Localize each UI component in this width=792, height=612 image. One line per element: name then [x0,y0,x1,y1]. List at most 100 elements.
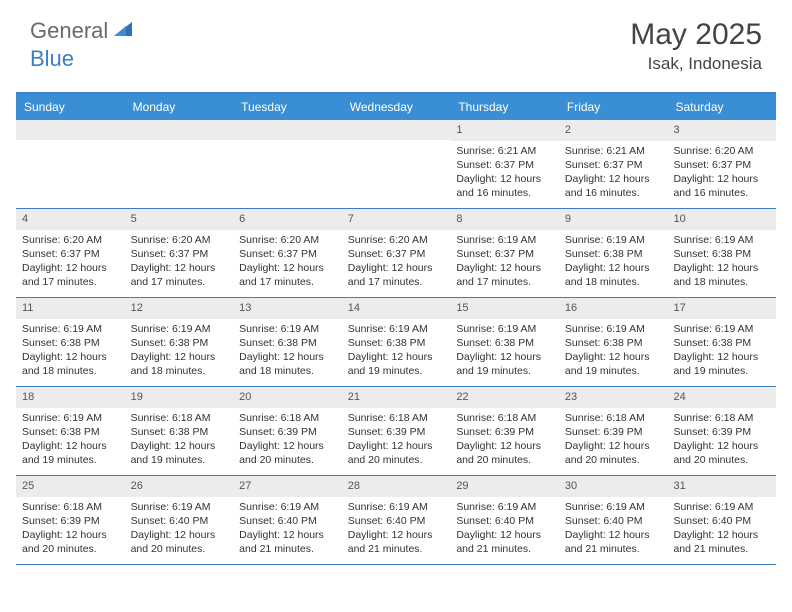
day-cell: 29Sunrise: 6:19 AMSunset: 6:40 PMDayligh… [450,476,559,564]
location-label: Isak, Indonesia [630,54,762,74]
day-cell: 12Sunrise: 6:19 AMSunset: 6:38 PMDayligh… [125,298,234,386]
day-info-line: Sunrise: 6:19 AM [131,500,228,514]
day-info-line: Sunset: 6:38 PM [565,336,662,350]
day-info-line: Sunrise: 6:21 AM [456,144,553,158]
day-info-line: Sunset: 6:40 PM [239,514,336,528]
day-number: 6 [233,209,342,230]
day-info-line: Sunset: 6:40 PM [565,514,662,528]
day-cell: 4Sunrise: 6:20 AMSunset: 6:37 PMDaylight… [16,209,125,297]
day-info-line: and 19 minutes. [348,364,445,378]
day-cell: 22Sunrise: 6:18 AMSunset: 6:39 PMDayligh… [450,387,559,475]
day-info-line: Daylight: 12 hours [131,439,228,453]
day-info-line: and 18 minutes. [131,364,228,378]
week-row: 25Sunrise: 6:18 AMSunset: 6:39 PMDayligh… [16,476,776,565]
day-number: 10 [667,209,776,230]
day-cell: 26Sunrise: 6:19 AMSunset: 6:40 PMDayligh… [125,476,234,564]
day-info-line: Sunset: 6:37 PM [348,247,445,261]
day-info-line: Sunset: 6:37 PM [673,158,770,172]
day-info-line: Daylight: 12 hours [673,528,770,542]
day-number: 16 [559,298,668,319]
empty-day-header [233,120,342,140]
day-body: Sunrise: 6:19 AMSunset: 6:38 PMDaylight:… [16,319,125,384]
day-info-line: Daylight: 12 hours [456,439,553,453]
day-info-line: and 21 minutes. [565,542,662,556]
day-info-line: Sunset: 6:39 PM [565,425,662,439]
day-info-line: and 17 minutes. [348,275,445,289]
day-number: 12 [125,298,234,319]
day-info-line: Sunrise: 6:19 AM [456,500,553,514]
day-info-line: Sunset: 6:40 PM [131,514,228,528]
day-body: Sunrise: 6:19 AMSunset: 6:38 PMDaylight:… [667,230,776,295]
page-header: General May 2025 Isak, Indonesia [0,0,792,84]
day-body: Sunrise: 6:19 AMSunset: 6:40 PMDaylight:… [125,497,234,562]
day-cell [342,120,451,208]
day-body [125,140,234,148]
day-body: Sunrise: 6:18 AMSunset: 6:38 PMDaylight:… [125,408,234,473]
day-body [233,140,342,148]
day-info-line: Sunrise: 6:19 AM [456,233,553,247]
day-cell: 28Sunrise: 6:19 AMSunset: 6:40 PMDayligh… [342,476,451,564]
day-info-line: Sunset: 6:38 PM [131,336,228,350]
day-cell: 8Sunrise: 6:19 AMSunset: 6:37 PMDaylight… [450,209,559,297]
day-body: Sunrise: 6:18 AMSunset: 6:39 PMDaylight:… [559,408,668,473]
day-info-line: Daylight: 12 hours [348,439,445,453]
day-info-line: Daylight: 12 hours [456,528,553,542]
day-info-line: Daylight: 12 hours [456,172,553,186]
day-info-line: Sunset: 6:37 PM [565,158,662,172]
day-cell: 15Sunrise: 6:19 AMSunset: 6:38 PMDayligh… [450,298,559,386]
day-info-line: Sunrise: 6:19 AM [673,500,770,514]
day-body: Sunrise: 6:19 AMSunset: 6:40 PMDaylight:… [450,497,559,562]
day-info-line: Sunset: 6:39 PM [456,425,553,439]
day-info-line: Daylight: 12 hours [348,261,445,275]
day-info-line: Daylight: 12 hours [673,172,770,186]
day-cell: 21Sunrise: 6:18 AMSunset: 6:39 PMDayligh… [342,387,451,475]
day-number: 15 [450,298,559,319]
day-body: Sunrise: 6:20 AMSunset: 6:37 PMDaylight:… [342,230,451,295]
day-number: 21 [342,387,451,408]
day-body: Sunrise: 6:19 AMSunset: 6:38 PMDaylight:… [342,319,451,384]
day-info-line: and 20 minutes. [565,453,662,467]
day-info-line: Sunset: 6:40 PM [673,514,770,528]
day-info-line: Sunset: 6:39 PM [348,425,445,439]
day-number: 25 [16,476,125,497]
day-body: Sunrise: 6:19 AMSunset: 6:38 PMDaylight:… [559,230,668,295]
day-info-line: Sunset: 6:39 PM [22,514,119,528]
day-info-line: Sunset: 6:38 PM [22,425,119,439]
day-body: Sunrise: 6:19 AMSunset: 6:38 PMDaylight:… [125,319,234,384]
month-title: May 2025 [630,18,762,52]
day-info-line: and 21 minutes. [348,542,445,556]
day-info-line: Sunset: 6:37 PM [22,247,119,261]
week-row: 1Sunrise: 6:21 AMSunset: 6:37 PMDaylight… [16,120,776,209]
calendar-grid: SundayMondayTuesdayWednesdayThursdayFrid… [16,92,776,565]
day-info-line: Sunset: 6:38 PM [673,336,770,350]
day-info-line: and 20 minutes. [239,453,336,467]
day-body: Sunrise: 6:19 AMSunset: 6:38 PMDaylight:… [16,408,125,473]
week-row: 18Sunrise: 6:19 AMSunset: 6:38 PMDayligh… [16,387,776,476]
day-body: Sunrise: 6:20 AMSunset: 6:37 PMDaylight:… [16,230,125,295]
day-info-line: Daylight: 12 hours [22,261,119,275]
day-number: 24 [667,387,776,408]
weekday-header: Saturday [667,94,776,120]
day-info-line: Sunset: 6:38 PM [565,247,662,261]
day-body: Sunrise: 6:19 AMSunset: 6:38 PMDaylight:… [233,319,342,384]
day-info-line: and 18 minutes. [565,275,662,289]
day-body: Sunrise: 6:18 AMSunset: 6:39 PMDaylight:… [342,408,451,473]
day-info-line: Sunset: 6:39 PM [673,425,770,439]
day-info-line: Daylight: 12 hours [131,261,228,275]
day-info-line: Sunset: 6:38 PM [131,425,228,439]
logo-text-general: General [30,18,108,44]
day-info-line: and 18 minutes. [673,275,770,289]
day-info-line: Sunrise: 6:19 AM [239,322,336,336]
day-number: 29 [450,476,559,497]
day-info-line: Daylight: 12 hours [22,350,119,364]
day-cell: 20Sunrise: 6:18 AMSunset: 6:39 PMDayligh… [233,387,342,475]
day-info-line: Sunrise: 6:18 AM [456,411,553,425]
day-info-line: Sunrise: 6:19 AM [22,411,119,425]
day-number: 14 [342,298,451,319]
day-info-line: and 20 minutes. [22,542,119,556]
day-info-line: and 18 minutes. [239,364,336,378]
day-info-line: Sunrise: 6:21 AM [565,144,662,158]
day-number: 19 [125,387,234,408]
day-info-line: Sunrise: 6:18 AM [239,411,336,425]
day-number: 23 [559,387,668,408]
